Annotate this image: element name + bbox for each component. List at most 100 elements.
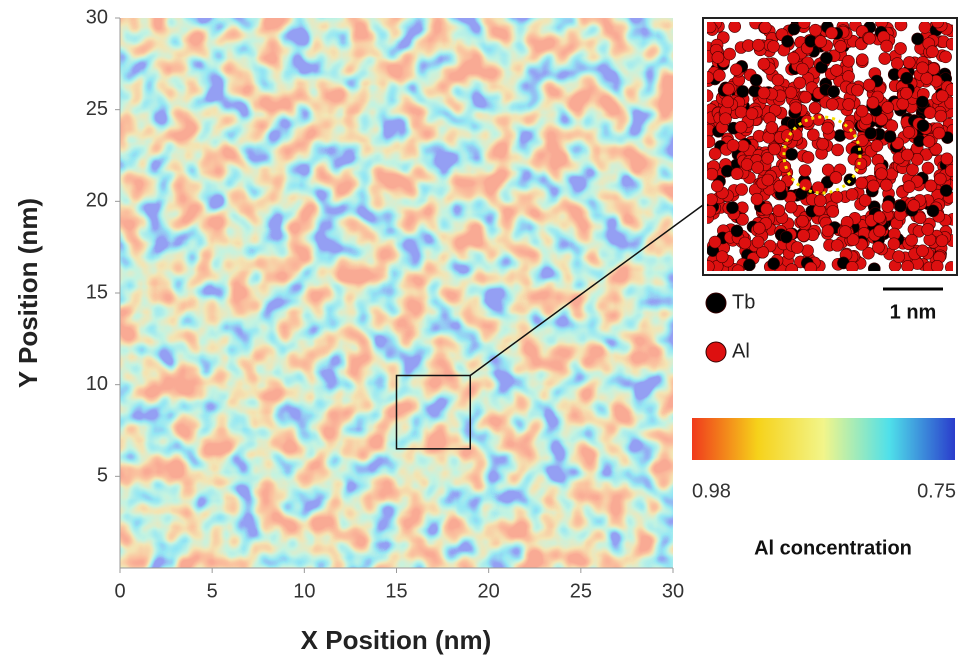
atom xyxy=(933,172,947,186)
legend-label: Tb xyxy=(732,291,755,313)
atom xyxy=(731,264,745,271)
atom xyxy=(722,82,735,96)
atom xyxy=(907,199,921,212)
atom xyxy=(926,204,940,218)
zoom-connector xyxy=(469,204,704,377)
atom xyxy=(721,95,735,109)
atom xyxy=(726,201,739,214)
atom xyxy=(891,57,904,70)
atom xyxy=(793,76,807,90)
atom xyxy=(867,262,881,271)
legend-label: Al xyxy=(732,340,750,362)
atom xyxy=(715,250,729,264)
atom xyxy=(916,61,929,75)
atom xyxy=(866,96,880,109)
scale-bar-label: 1 nm xyxy=(890,301,937,323)
y-tick-label: 15 xyxy=(86,281,108,303)
atom xyxy=(930,260,944,271)
atom xyxy=(921,223,935,236)
legend-marker xyxy=(705,292,727,314)
atom xyxy=(707,193,718,206)
atom xyxy=(745,107,759,120)
atom xyxy=(856,134,869,147)
atom xyxy=(820,51,833,65)
legend-marker xyxy=(705,341,727,363)
atom xyxy=(945,37,953,51)
atom xyxy=(812,113,825,126)
atom xyxy=(872,240,885,254)
atom xyxy=(785,147,798,161)
atom xyxy=(923,106,937,120)
atom xyxy=(730,167,744,180)
atom xyxy=(924,179,938,193)
atom xyxy=(880,178,893,192)
atom xyxy=(842,70,855,83)
atom xyxy=(896,97,910,111)
atom xyxy=(922,135,936,148)
atom xyxy=(842,54,855,68)
atom xyxy=(796,62,809,76)
atom xyxy=(707,167,719,181)
atom xyxy=(821,121,834,135)
atom xyxy=(808,101,822,115)
atom xyxy=(736,213,749,226)
atom xyxy=(867,179,880,193)
atom xyxy=(940,152,953,166)
atom xyxy=(901,148,914,162)
atom xyxy=(831,143,844,157)
atom xyxy=(730,224,744,238)
atom xyxy=(752,38,765,52)
atom xyxy=(790,241,804,254)
y-tick-label: 30 xyxy=(86,6,108,28)
atom xyxy=(842,98,855,111)
atom xyxy=(855,176,868,190)
atom xyxy=(885,119,899,133)
atom xyxy=(784,86,798,99)
atom xyxy=(707,260,715,271)
atom xyxy=(767,257,780,270)
atom xyxy=(881,101,894,114)
atom xyxy=(939,184,953,197)
atom xyxy=(767,40,780,53)
atom xyxy=(825,26,839,40)
atom xyxy=(723,47,736,61)
atom xyxy=(752,221,766,235)
atom xyxy=(902,180,916,193)
atom xyxy=(920,72,933,85)
atom xyxy=(911,32,924,46)
atom xyxy=(923,233,937,246)
atom xyxy=(730,63,743,77)
atom xyxy=(845,260,859,271)
y-tick-label: 5 xyxy=(97,465,108,487)
atom xyxy=(892,250,905,263)
x-tick-label: 5 xyxy=(207,580,218,602)
atom xyxy=(750,192,764,206)
atom xyxy=(921,161,935,175)
atom xyxy=(900,71,914,85)
atom xyxy=(758,22,772,34)
atom xyxy=(735,183,748,196)
atom xyxy=(780,230,793,244)
atom xyxy=(784,200,798,214)
atom xyxy=(740,158,754,171)
colorbar-label: 0.98 xyxy=(692,480,731,502)
atom xyxy=(787,51,800,65)
atom xyxy=(931,22,944,29)
atom xyxy=(797,229,810,242)
atom xyxy=(789,101,803,115)
atom xyxy=(804,261,818,271)
atom xyxy=(894,22,908,32)
atom xyxy=(902,125,916,139)
atom xyxy=(926,45,939,58)
y-tick-label: 20 xyxy=(86,190,108,212)
x-tick-label: 0 xyxy=(114,580,125,602)
atom xyxy=(821,224,835,238)
atom xyxy=(862,246,875,260)
cluster-outline xyxy=(782,115,862,195)
y-tick-label: 25 xyxy=(86,98,108,120)
atom xyxy=(796,214,809,228)
atom xyxy=(939,50,952,64)
atom xyxy=(749,73,763,87)
atom xyxy=(854,157,868,170)
atom xyxy=(734,120,748,134)
